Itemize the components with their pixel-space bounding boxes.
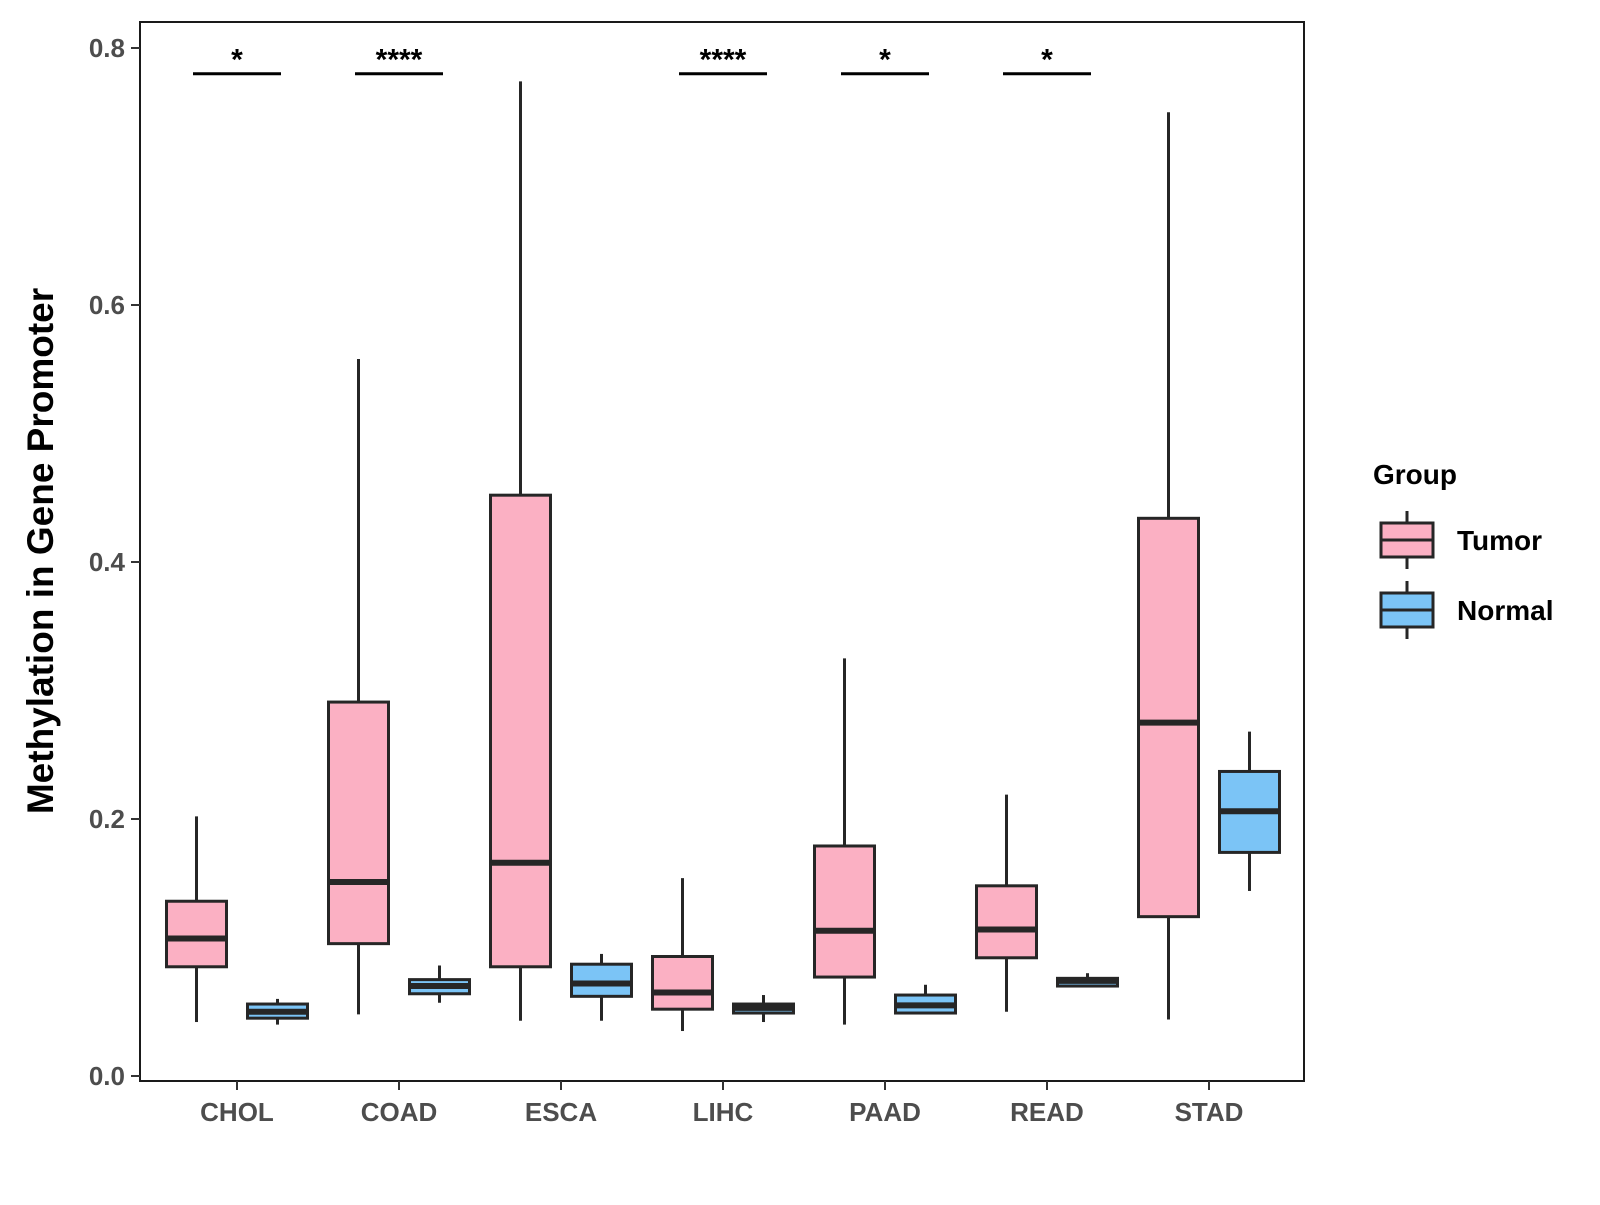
- x-tick-label: PAAD: [849, 1097, 921, 1127]
- box-normal-paad: [894, 984, 957, 1015]
- box-normal-chol: [246, 998, 309, 1025]
- y-axis-title-group: Methylation in Gene Promoter: [20, 288, 61, 814]
- box-tumor-coad: [327, 358, 390, 1015]
- y-axis: 0.0 0.2 0.4 0.6 0.8: [89, 33, 140, 1091]
- boxes: [165, 81, 1281, 1032]
- significance-label: *: [1041, 44, 1053, 77]
- significance-annotations: * **** **** * *: [193, 44, 1091, 77]
- box-body: [165, 899, 228, 969]
- box-normal-lihc: [732, 995, 795, 1023]
- y-tick-label: 0.2: [89, 804, 125, 834]
- x-tick-label: READ: [1010, 1097, 1084, 1127]
- legend-item-tumor: Tumor: [1379, 511, 1542, 569]
- legend-title: Group: [1373, 459, 1457, 490]
- x-axis: CHOL COAD ESCA LIHC PAAD READ STAD: [200, 1081, 1243, 1127]
- box-normal-stad: [1218, 731, 1281, 891]
- x-tick-label: CHOL: [200, 1097, 274, 1127]
- x-tick-label: COAD: [361, 1097, 438, 1127]
- y-tick-label: 0.0: [89, 1061, 125, 1091]
- legend-label: Tumor: [1457, 525, 1542, 556]
- x-tick-label: ESCA: [525, 1097, 597, 1127]
- box-tumor-stad: [1137, 112, 1200, 1020]
- box-body: [327, 700, 390, 946]
- y-tick-label: 0.4: [89, 547, 126, 577]
- y-tick-label: 0.8: [89, 33, 125, 63]
- box-tumor-read: [975, 794, 1038, 1012]
- significance-label: ****: [376, 44, 423, 77]
- box-tumor-paad: [813, 658, 876, 1025]
- y-axis-title: Methylation in Gene Promoter: [20, 288, 61, 814]
- box-body: [1137, 516, 1200, 919]
- box-body: [570, 962, 633, 998]
- y-tick-label: 0.6: [89, 290, 125, 320]
- box-body: [975, 884, 1038, 960]
- legend: Group Tumor Normal: [1373, 459, 1553, 639]
- box-tumor-chol: [165, 816, 228, 1023]
- box-body: [651, 954, 714, 1011]
- legend-label: Normal: [1457, 595, 1553, 626]
- box-normal-esca: [570, 953, 633, 1021]
- x-tick-label: STAD: [1175, 1097, 1244, 1127]
- box-body: [813, 844, 876, 979]
- box-body: [489, 493, 552, 969]
- legend-item-normal: Normal: [1379, 581, 1553, 639]
- significance-label: ****: [700, 44, 747, 77]
- box-normal-coad: [408, 965, 471, 1003]
- significance-label: *: [879, 44, 891, 77]
- significance-label: *: [231, 44, 243, 77]
- x-tick-label: LIHC: [693, 1097, 754, 1127]
- box-tumor-lihc: [651, 878, 714, 1032]
- box-tumor-esca: [489, 81, 552, 1021]
- box-normal-read: [1056, 973, 1119, 988]
